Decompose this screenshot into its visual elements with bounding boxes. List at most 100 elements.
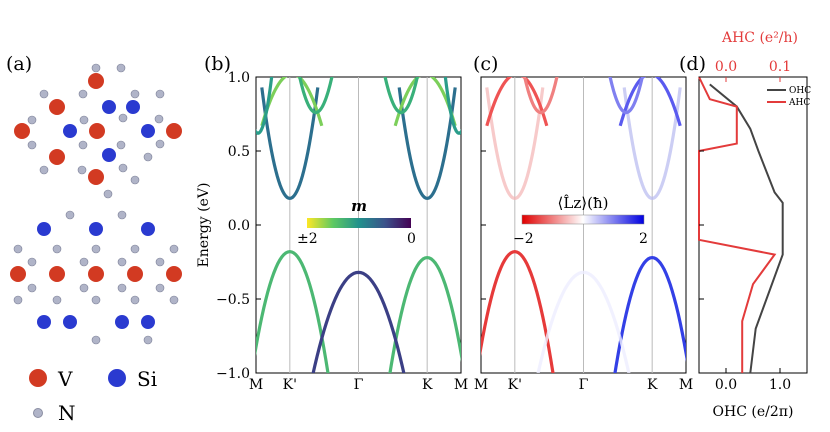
v-atom xyxy=(10,266,26,282)
n-atom xyxy=(155,89,165,99)
x-tick-label: M xyxy=(454,377,468,393)
band-upper-mid xyxy=(298,77,334,115)
band-structure-lz: M K' Γ K M ⟨L̂z⟩(ħ) −2 2 xyxy=(474,76,693,393)
si-atom xyxy=(37,315,51,329)
band-valence-k xyxy=(613,255,686,373)
si-atom xyxy=(63,315,77,329)
band-upper-right xyxy=(618,77,682,127)
ohc-tick-label: 1.0 xyxy=(769,377,791,393)
v-atom xyxy=(14,123,30,139)
n-atom xyxy=(52,244,62,254)
band-upper-rmid xyxy=(383,77,419,115)
n-atom xyxy=(117,283,127,293)
si-atom xyxy=(89,222,103,236)
n-atom xyxy=(154,114,164,124)
colorbar-m xyxy=(307,218,411,228)
colorbar-lz-left: −2 xyxy=(513,231,534,247)
n-atom xyxy=(27,115,37,125)
v-atom xyxy=(88,73,104,89)
band-valence-kp xyxy=(256,249,330,373)
panel-label-a: (a) xyxy=(6,53,32,75)
colorbar-m-right: 0 xyxy=(407,231,416,247)
band-valence-kp xyxy=(481,249,555,373)
legend-si-atom xyxy=(108,369,126,387)
n-atom xyxy=(155,139,165,149)
colorbar-lz-title: ⟨L̂z⟩(ħ) xyxy=(558,194,609,212)
ahc-tick-label: 0.0 xyxy=(715,59,737,75)
x-tick-label: K' xyxy=(283,377,297,393)
si-atom xyxy=(102,148,116,162)
colorbar-m-title: m xyxy=(351,197,367,215)
n-atom xyxy=(65,210,75,220)
x-tick-label: K xyxy=(422,377,433,393)
v-atom xyxy=(166,266,182,282)
n-atom xyxy=(130,244,140,254)
band-structure-m: 1.0 0.5 0.0 −0.5 −1.0 M K' Γ K M Energy (eV) m ±… xyxy=(196,70,468,393)
y-tick-label: −0.5 xyxy=(216,292,250,308)
panel-label-c: (c) xyxy=(473,53,498,75)
band-valence-k xyxy=(388,255,461,373)
colorbar-lz xyxy=(521,214,645,225)
si-atom xyxy=(141,315,155,329)
panel-d-frame xyxy=(698,76,808,374)
si-atom xyxy=(115,315,129,329)
energy-axis-label: Energy (eV) xyxy=(196,183,212,268)
band-edge-left xyxy=(256,77,274,135)
n-atom xyxy=(27,257,37,267)
si-atom xyxy=(37,222,51,236)
legend-ahc-label: AHC xyxy=(788,98,810,108)
band-upper-right xyxy=(393,77,457,127)
band-conduction-kp xyxy=(260,87,320,201)
legend-v-atom xyxy=(29,369,47,387)
band-upper-left xyxy=(485,77,549,127)
n-atom xyxy=(169,295,179,305)
legend-n-label: N xyxy=(58,401,76,425)
colorbar-lz-right: 2 xyxy=(639,231,648,247)
v-atom xyxy=(49,99,65,115)
x-tick-label: M xyxy=(249,377,263,393)
v-atom xyxy=(89,123,105,139)
n-atom xyxy=(118,113,128,123)
legend-n-atom xyxy=(33,408,43,418)
n-atom xyxy=(116,140,126,150)
n-atom xyxy=(39,89,49,99)
v-atom xyxy=(166,123,182,139)
n-atom xyxy=(27,140,37,150)
ahc-tick-label: 0.1 xyxy=(769,59,791,75)
ohc-tick-label: 0.0 xyxy=(715,377,737,393)
band-edge-right xyxy=(443,77,461,135)
n-atom xyxy=(169,244,179,254)
series-ohc xyxy=(709,83,784,374)
legend-si-label: Si xyxy=(137,367,157,391)
n-atom xyxy=(143,152,153,162)
n-atom xyxy=(91,295,101,305)
band-upper-rmid xyxy=(608,77,644,115)
n-atom xyxy=(79,257,89,267)
n-atom xyxy=(130,295,140,305)
x-tick-label: M xyxy=(679,377,693,393)
n-atom xyxy=(155,257,165,267)
n-atom xyxy=(79,283,89,293)
x-tick-label: Γ xyxy=(354,377,364,393)
n-atom xyxy=(77,165,87,175)
x-tick-label: Γ xyxy=(579,377,589,393)
n-atom xyxy=(91,63,101,73)
panel-label-b: (b) xyxy=(204,53,231,75)
n-atom xyxy=(130,89,140,99)
series-ahc xyxy=(698,76,777,373)
n-atom xyxy=(117,257,127,267)
crystal-structure-side-view xyxy=(10,210,182,345)
y-tick-label: 0.5 xyxy=(228,144,250,160)
band-conduction-kp xyxy=(485,87,545,201)
v-atom xyxy=(49,266,65,282)
si-atom xyxy=(126,100,140,114)
n-atom xyxy=(118,163,128,173)
v-atom xyxy=(88,169,104,185)
n-atom xyxy=(91,244,101,254)
n-atom xyxy=(155,283,165,293)
hall-conductivity-panel: 0.0 1.0 0.0 0.1 AHC (e²/h) OHC (e/2π) OHC A… xyxy=(698,30,811,420)
atom-legend: V Si N xyxy=(29,367,157,425)
ahc-axis-label: AHC (e²/h) xyxy=(721,30,798,46)
si-atom xyxy=(141,124,155,138)
